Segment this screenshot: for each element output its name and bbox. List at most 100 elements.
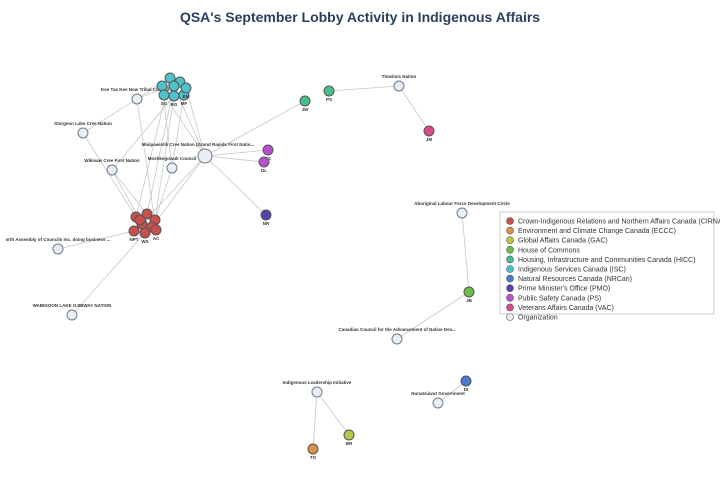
node-label: BR xyxy=(346,441,353,446)
edge xyxy=(461,212,470,293)
edge xyxy=(154,167,173,221)
node-label: Wikisaw Cree First Nation xyxy=(84,158,139,163)
node-label: Moshkegowuk Council xyxy=(148,156,197,161)
legend-label: Prime Minister's Office (PMO) xyxy=(518,286,610,293)
node-label: DI xyxy=(464,387,469,392)
legend-marker xyxy=(506,217,514,225)
legend-label: Natural Resources Canada (NRCan) xyxy=(518,276,632,283)
node-label: Aboriginal Labour Force Development Circ… xyxy=(414,201,510,206)
organization-node xyxy=(311,386,323,398)
node-label: Indigenous Leadership Initiative xyxy=(283,380,352,385)
edge xyxy=(204,149,269,157)
edge xyxy=(136,98,157,231)
official-node xyxy=(158,89,170,101)
legend-marker xyxy=(506,284,514,293)
edge xyxy=(111,95,175,171)
legend-label: Crown-Indigenous Relations and Northern … xyxy=(518,219,720,226)
organization-node xyxy=(131,93,143,105)
official-node xyxy=(156,80,168,92)
node-label: Nunatsiavut Government xyxy=(411,391,465,396)
node-label: MF xyxy=(181,101,188,106)
legend: Crown-Indigenous Relations and Northern … xyxy=(506,217,720,322)
edge xyxy=(141,155,206,225)
organization-node xyxy=(106,164,118,176)
legend-label: Public Safety Canada (PS) xyxy=(518,295,601,302)
edge xyxy=(437,380,467,404)
edge xyxy=(146,85,175,215)
edge xyxy=(328,85,400,92)
edge xyxy=(82,77,171,134)
edge xyxy=(163,94,206,157)
node-label: orth Assembly of Councils Inc. doing bus… xyxy=(5,237,110,242)
official-node xyxy=(168,90,180,102)
legend-label: Organization xyxy=(518,315,558,322)
node-label: WS xyxy=(141,239,148,244)
organization-node xyxy=(432,397,444,409)
edge xyxy=(204,100,306,157)
node-label: Sturgeon Lake Cree Nation xyxy=(54,121,112,126)
edge xyxy=(396,291,470,340)
node-label: Tlowitsis Nation xyxy=(382,74,417,79)
official-node xyxy=(128,225,140,237)
legend-label: Global Affairs Canada (GAC) xyxy=(518,238,608,245)
official-node xyxy=(299,95,311,107)
legend-marker xyxy=(506,265,514,273)
node-label: AC xyxy=(153,236,160,241)
official-node xyxy=(258,156,270,168)
node-label: TO xyxy=(310,455,317,460)
node-label: DL xyxy=(261,168,267,173)
legend-marker xyxy=(506,303,514,312)
edge xyxy=(185,87,206,157)
edge xyxy=(204,155,267,216)
legend-label: Environment and Climate Change Canada (E… xyxy=(518,228,676,235)
legend-marker xyxy=(506,255,514,264)
organization-node xyxy=(456,207,468,219)
organization-node xyxy=(393,80,405,92)
node-label: NPT xyxy=(130,237,139,242)
legend-marker xyxy=(506,236,514,244)
edge xyxy=(312,391,318,450)
official-node xyxy=(343,429,355,441)
official-node xyxy=(323,85,335,97)
legend-marker xyxy=(506,274,514,283)
node-label: Canadian Council for the Advancement of … xyxy=(338,327,455,332)
organization-node xyxy=(52,243,64,255)
legend-label: House of Commons xyxy=(518,247,580,254)
legend-label: Veterans Affairs Canada (VAC) xyxy=(518,305,614,312)
legend-marker xyxy=(506,313,514,321)
edge xyxy=(398,85,430,132)
node-label: SG xyxy=(161,101,168,106)
node-label: Misipawistik Cree Nation (Grand Rapids F… xyxy=(142,142,255,147)
node-label: Kee Tas Kee Now Tribal Council... xyxy=(101,87,173,92)
edge xyxy=(171,94,185,169)
organization-node xyxy=(197,148,213,164)
official-node xyxy=(460,375,472,387)
official-node xyxy=(134,214,146,226)
node-label: JM xyxy=(426,137,433,142)
legend-marker xyxy=(506,226,514,235)
legend-marker xyxy=(506,246,514,254)
official-node xyxy=(423,125,435,137)
official-node xyxy=(463,286,475,298)
nodes: Kee Tas Kee Now Tribal Council... Sturgeo… xyxy=(5,72,510,460)
official-node xyxy=(168,80,180,92)
node-label: NR xyxy=(263,221,270,226)
node-label: EM xyxy=(183,94,190,99)
edge xyxy=(151,155,206,228)
edge xyxy=(57,230,135,250)
title: QSA's September Lobby Activity in Indige… xyxy=(180,9,540,25)
edges xyxy=(57,77,470,450)
organization-node xyxy=(66,309,78,321)
node-label: PS xyxy=(326,97,332,102)
node-label: WABIGOON LAKE OJIBWAY NATION xyxy=(33,303,112,308)
official-node xyxy=(260,209,272,221)
official-node xyxy=(262,144,274,156)
official-node xyxy=(139,227,151,239)
official-node xyxy=(150,224,162,236)
legend-label: Housing, Infrastructure and Communities … xyxy=(518,257,695,264)
organization-node xyxy=(166,162,178,174)
organization-node xyxy=(391,333,403,345)
edge xyxy=(71,232,146,316)
legend-marker xyxy=(506,293,514,302)
